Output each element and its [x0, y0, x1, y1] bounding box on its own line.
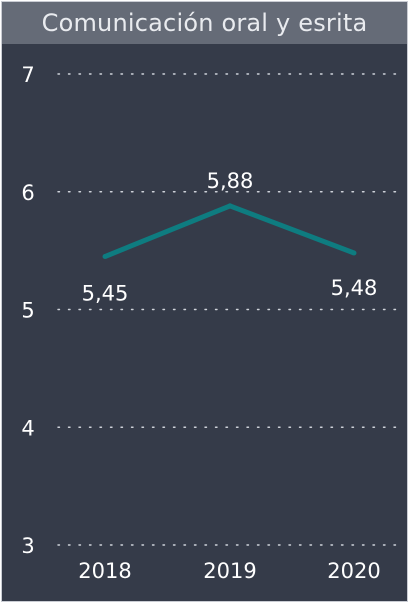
- x-tick-label-2018: 2018: [78, 559, 131, 583]
- y-tick-label-6: 6: [21, 181, 34, 205]
- y-tick-label-5: 5: [21, 299, 34, 323]
- data-label-2020: 5,48: [331, 276, 378, 300]
- data-point-2020: [351, 250, 357, 256]
- y-tick-label-7: 7: [21, 63, 34, 87]
- data-label-2018: 5,45: [82, 282, 129, 306]
- chart-title: Comunicación oral y esrita: [2, 2, 407, 44]
- data-point-2018: [102, 254, 108, 260]
- data-point-2019: [227, 203, 233, 209]
- y-tick-label-3: 3: [21, 534, 34, 558]
- data-label-2019: 5,88: [207, 169, 254, 193]
- series-line: [104, 203, 355, 259]
- x-tick-label-2019: 2019: [203, 559, 256, 583]
- x-tick-label-2020: 2020: [327, 559, 380, 583]
- y-tick-label-4: 4: [21, 416, 34, 440]
